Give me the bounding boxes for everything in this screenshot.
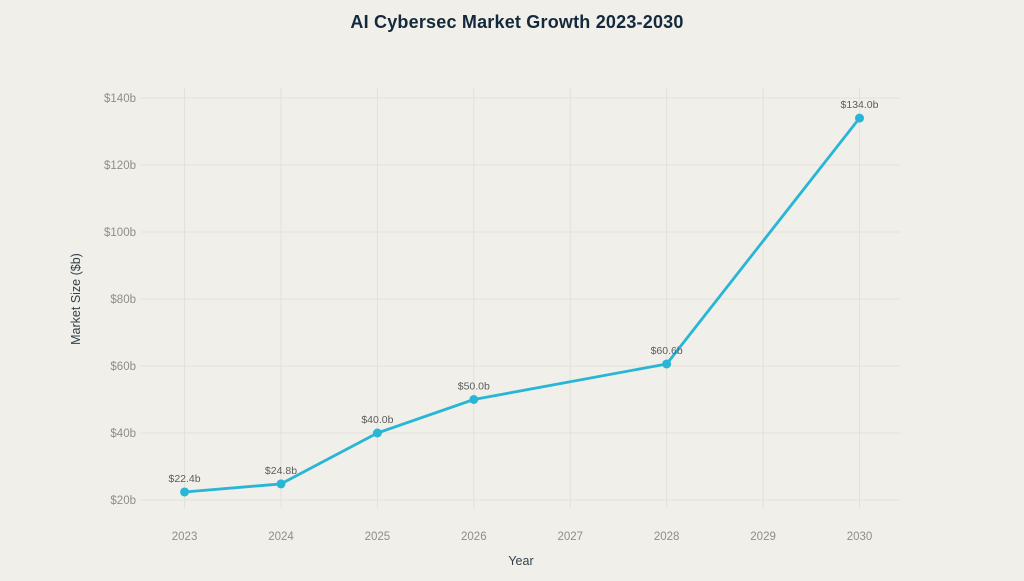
data-point xyxy=(180,487,190,497)
y-tick-label: $60b xyxy=(110,361,136,373)
point-labels-layer: $22.4b $24.8b $40.0b $50.0b $60.6b $134.0b xyxy=(169,99,879,485)
data-point-label: $40.0b xyxy=(361,414,393,426)
data-point-label: $50.0b xyxy=(458,381,490,393)
x-tick-label: 2024 xyxy=(268,531,294,543)
x-tick-label: 2027 xyxy=(557,531,583,543)
x-tick-label: 2025 xyxy=(365,531,391,543)
y-tick-label: $80b xyxy=(110,294,136,306)
chart-title: AI Cybersec Market Growth 2023-2030 xyxy=(350,12,683,32)
tick-labels-layer: $20b $40b $60b $80b $100b $120b $140b 2023 2024 2… xyxy=(104,93,872,543)
line-series-layer xyxy=(180,113,865,497)
data-point-label: $60.6b xyxy=(651,345,683,357)
data-point xyxy=(276,479,286,489)
data-point xyxy=(372,428,382,438)
x-tick-label: 2029 xyxy=(750,531,776,543)
data-point xyxy=(662,359,672,369)
data-point xyxy=(855,113,865,123)
y-tick-label: $100b xyxy=(104,227,136,239)
data-point xyxy=(469,395,479,404)
x-tick-label: 2023 xyxy=(172,531,198,543)
y-axis-title: Market Size ($b) xyxy=(69,253,83,345)
gridlines-layer xyxy=(141,88,900,508)
x-tick-label: 2028 xyxy=(654,531,680,543)
data-point-label: $24.8b xyxy=(265,465,297,477)
data-point-label: $22.4b xyxy=(169,473,201,485)
x-tick-label: 2026 xyxy=(461,531,487,543)
y-tick-label: $40b xyxy=(110,428,136,440)
y-tick-label: $140b xyxy=(104,93,136,105)
x-axis-title: Year xyxy=(508,554,533,568)
data-point-label: $134.0b xyxy=(841,99,879,111)
y-tick-label: $120b xyxy=(104,160,136,172)
y-tick-label: $20b xyxy=(110,495,136,507)
market-size-line xyxy=(183,116,861,494)
x-tick-label: 2030 xyxy=(847,531,873,543)
